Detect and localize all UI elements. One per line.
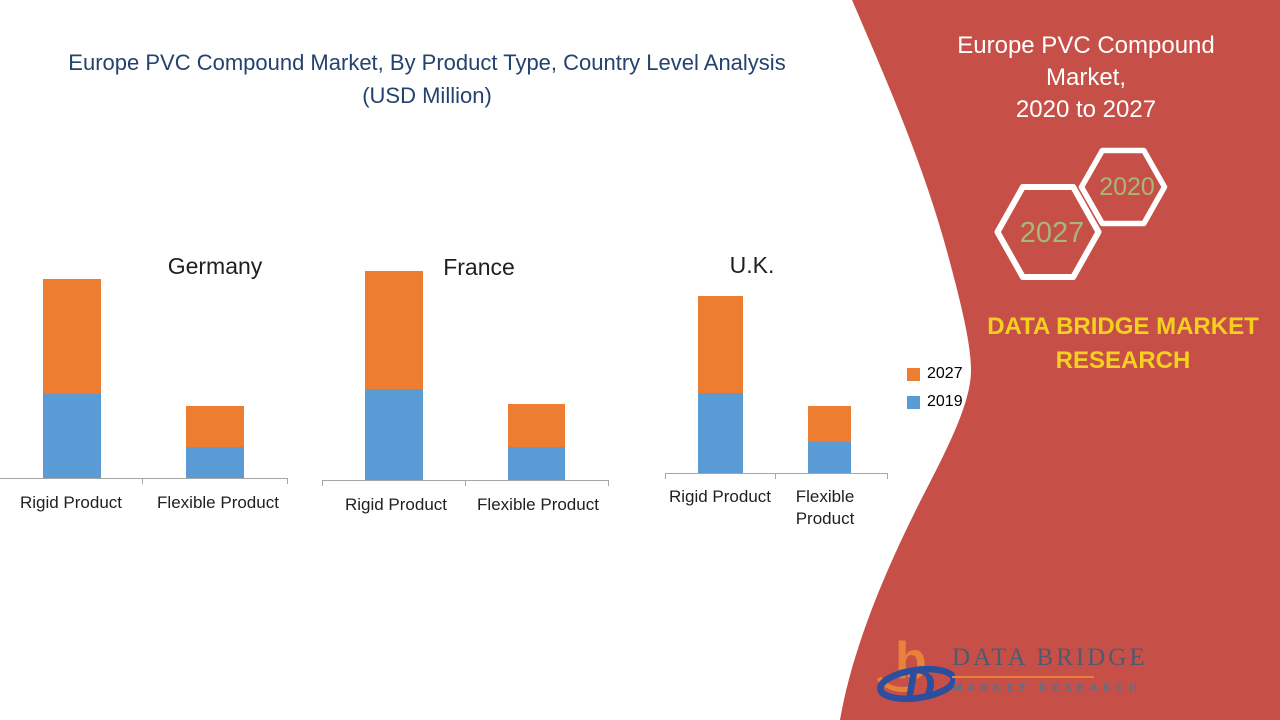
bar-2019-1	[808, 442, 851, 473]
bar-2027-1	[808, 406, 851, 442]
panel-heading-line1: Europe PVC Compound Market,	[957, 32, 1215, 91]
bar-2027-0	[43, 279, 101, 394]
bar-2027-1	[186, 406, 244, 447]
bar-2019-0	[365, 389, 423, 480]
x-axis	[0, 478, 287, 479]
category-label: Flexible Product	[157, 493, 279, 512]
axis-tick	[322, 480, 323, 486]
category-label: Rigid Product	[19, 493, 123, 512]
category-label: Rigid Product	[344, 495, 448, 514]
bar-2027-1	[508, 404, 565, 447]
data-bridge-logo-icon: b D	[876, 632, 955, 710]
hexagon-2027-icon	[994, 184, 1102, 280]
logo-title: DATA BRIDGE	[952, 644, 1148, 671]
bar-2019-0	[698, 393, 743, 473]
axis-tick	[465, 480, 466, 486]
category-label: Rigid Product	[668, 487, 772, 506]
logo-orbit-swoosh-icon	[877, 665, 955, 703]
hexagon-2020-icon	[1078, 147, 1168, 227]
page-title: Europe PVC Compound Market, By Product T…	[27, 46, 827, 112]
axis-tick	[775, 473, 776, 479]
bar-2019-0	[43, 394, 101, 478]
category-label: Flexible Product	[795, 487, 855, 528]
logo-monogram-b: b	[895, 632, 927, 690]
legend-label-2019: 2019	[927, 393, 963, 410]
red-wave-panel	[840, 0, 1280, 720]
axis-tick	[608, 480, 609, 486]
hexagon-year-2020: 2020	[1099, 173, 1155, 201]
bar-2019-1	[186, 447, 244, 478]
panel-heading: Europe PVC Compound Market, 2020 to 2027	[936, 30, 1236, 126]
chart-france: Rigid Product Flexible Product	[320, 250, 610, 530]
hexagon-year-2027: 2027	[1019, 217, 1085, 249]
axis-tick	[887, 473, 888, 479]
category-label: Flexible Product	[477, 495, 599, 514]
logo-monogram-d: D	[901, 660, 935, 710]
x-axis	[665, 473, 887, 474]
legend-label-2027: 2027	[927, 365, 963, 382]
page-title-line1: Europe PVC Compound Market, By Product T…	[68, 50, 786, 75]
brand-text-line1: DATA BRIDGE MARKET	[987, 313, 1259, 340]
legend-item-2027: 2027	[907, 366, 963, 382]
legend-item-2019: 2019	[907, 394, 963, 410]
logo-subtitle: MARKET RESEARCH	[953, 682, 1143, 694]
chart-legend: 2027 2019	[907, 366, 963, 422]
axis-tick	[142, 478, 143, 484]
panel-heading-line2: 2020 to 2027	[1015, 96, 1157, 123]
bar-2027-0	[698, 296, 743, 393]
chart-title-uk: U.K.	[729, 252, 775, 278]
legend-swatch-2019-icon	[907, 395, 920, 409]
page-title-line2: (USD Million)	[362, 83, 492, 108]
axis-tick	[287, 478, 288, 484]
brand-text: DATA BRIDGE MARKET RESEARCH	[963, 310, 1280, 378]
bar-2019-1	[508, 447, 565, 480]
brand-text-line2: RESEARCH	[1055, 347, 1191, 374]
legend-swatch-2027-icon	[907, 367, 920, 381]
logo-underline	[952, 676, 1094, 678]
bar-2027-0	[365, 271, 423, 389]
chart-title-germany: Germany	[167, 253, 263, 279]
chart-germany: Rigid Product Flexible Product	[0, 250, 290, 530]
chart-title-france: France	[443, 254, 515, 280]
logo-orange-swoosh-icon	[876, 676, 910, 692]
chart-uk: Rigid Product Flexible Product	[663, 250, 888, 530]
axis-tick	[665, 473, 666, 479]
